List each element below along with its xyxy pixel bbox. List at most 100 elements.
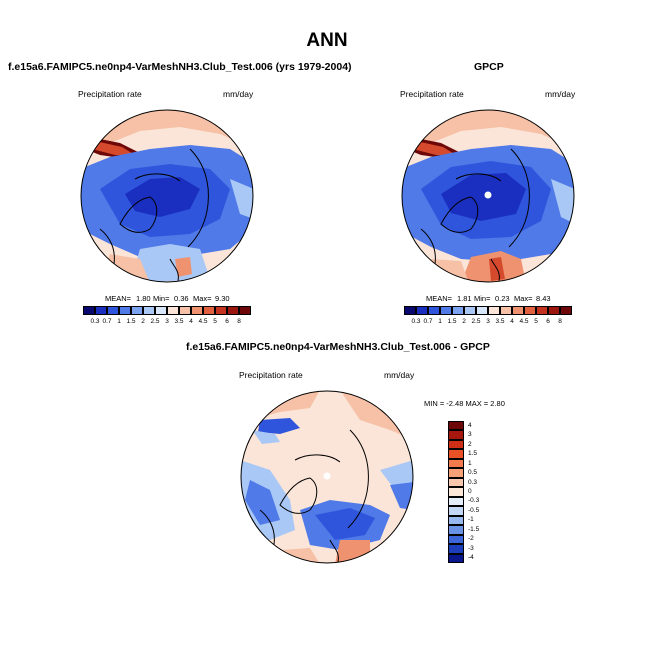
- obs-variable-label: Precipitation rate: [400, 89, 464, 99]
- diff-colorbar-tick-label: -2: [468, 535, 474, 543]
- diff-colorbar-tick-label: 0.5: [468, 469, 478, 477]
- obs-colorbar-tick-label: 2: [462, 318, 466, 325]
- diff-colorbar-tick-label: 0.3: [468, 478, 478, 486]
- model-mean-value: 1.80: [136, 294, 151, 303]
- diff-colorbar-cell: [448, 496, 464, 507]
- obs-colorbar-tick-label: 4.5: [519, 318, 529, 325]
- obs-east-field: [551, 179, 574, 224]
- obs-colorbar: [404, 306, 572, 315]
- diff-colorbar-cell: [448, 506, 464, 516]
- diff-colorbar-cell: [448, 515, 464, 526]
- diff-colorbar-tick-label: 3: [468, 431, 472, 439]
- model-greenland-coast: [119, 196, 158, 233]
- diff-units-label: mm/day: [384, 370, 415, 380]
- obs-panel-title: GPCP: [474, 61, 504, 73]
- obs-max-label: Max=: [514, 294, 533, 303]
- diff-map-border: [240, 390, 414, 564]
- obs-colorbar-ticks: 0.3 0.7 1 1.5 2 2.5 3 3.5 4 4.5 5 6 8: [404, 318, 572, 328]
- obs-colorbar-tick-label: 2.5: [471, 318, 481, 325]
- diff-colorbar-cell: [448, 449, 464, 459]
- model-colorbar-tick-label: 3.5: [174, 318, 184, 325]
- obs-colorbar-cell: [452, 306, 464, 315]
- model-east-field: [230, 179, 253, 219]
- obs-colorbar-cell: [548, 306, 560, 315]
- model-colorbar-cell: [119, 306, 131, 315]
- model-archipelago-coast: [134, 173, 181, 182]
- model-eurasia-coast: [187, 148, 209, 248]
- obs-colorbar-cell: [464, 306, 476, 315]
- diff-colorbar-cell: [448, 421, 464, 431]
- model-polar-map: [80, 109, 254, 283]
- diff-colorbar-cell: [448, 468, 464, 478]
- obs-colorbar-cell: [512, 306, 524, 315]
- model-colorbar-tick-label: 5: [213, 318, 217, 325]
- obs-colorbar-cell: [476, 306, 488, 315]
- obs-colorbar-tick-label: 1.5: [447, 318, 457, 325]
- diff-colorbar-cell: [448, 525, 464, 535]
- obs-colorbar-cell: [416, 306, 428, 315]
- obs-min-label: Min=: [474, 294, 491, 303]
- diff-colorbar-cell: [448, 439, 464, 450]
- model-colorbar-cell: [155, 306, 167, 315]
- obs-colorbar-cell: [440, 306, 452, 315]
- diff-colorbar-tick-label: -1: [468, 516, 474, 524]
- obs-max-value: 8.43: [536, 294, 551, 303]
- model-max-value: 9.30: [215, 294, 230, 303]
- obs-pacific-storm-core: [413, 141, 456, 155]
- model-colorbar-cell: [107, 306, 119, 315]
- model-colorbar-tick-label: 4: [189, 318, 193, 325]
- obs-mean-value: 1.81: [457, 294, 472, 303]
- obs-min-value: 0.23: [495, 294, 510, 303]
- diff-colorbar-cell: [448, 487, 464, 497]
- model-arctic-core: [125, 177, 200, 217]
- diff-colorbar-cell: [448, 430, 464, 440]
- obs-greenland-coast: [440, 196, 479, 233]
- model-gulf-stream: [175, 257, 192, 277]
- diff-colorbar-tick-label: -0.3: [468, 497, 480, 505]
- obs-pole-marker: [484, 191, 492, 199]
- model-colorbar-cell: [143, 306, 155, 315]
- model-colorbar-cell: [239, 306, 251, 315]
- diff-variable-label: Precipitation rate: [239, 370, 303, 380]
- obs-arctic-core: [441, 173, 526, 221]
- model-colorbar-cell: [167, 306, 179, 315]
- diff-colorbar-ticks: 4 3 2 1.5 1 0.5 0.3 0 -0.3 -0.5 -1 -1.5 -2 -3 -4: [468, 421, 498, 563]
- model-colorbar-cell: [83, 306, 95, 315]
- model-mean-label: MEAN=: [105, 294, 132, 303]
- model-max-label: Max=: [193, 294, 212, 303]
- main-title: ANN: [306, 30, 348, 51]
- model-colorbar-ticks: 0.3 0.7 1 1.5 2 2.5 3 3.5 4 4.5 5 6 8: [83, 318, 251, 328]
- model-colorbar-tick-label: 8: [237, 318, 241, 325]
- model-scandinavia-coast: [169, 258, 179, 282]
- model-panel-title: f.e15a6.FAMIPC5.ne0np4-VarMeshNH3.Club_T…: [8, 61, 352, 73]
- model-colorbar-cell: [191, 306, 203, 315]
- model-colorbar-cell: [131, 306, 143, 315]
- diff-canada-coast: [259, 509, 275, 546]
- model-map-border: [80, 109, 254, 283]
- diff-eurasia-coast: [347, 429, 369, 529]
- diff-colorbar-tick-label: -0.5: [468, 506, 480, 514]
- diff-east-core: [390, 482, 413, 510]
- model-colorbar-cell: [215, 306, 227, 315]
- model-units-label: mm/day: [223, 89, 254, 99]
- diff-colorbar-tick-label: 2: [468, 440, 472, 448]
- diff-greenland-coast: [279, 477, 318, 514]
- diff-colorbar-tick-label: -3: [468, 544, 474, 552]
- diff-colorbar-cell: [448, 553, 464, 563]
- diff-pacific-dry-edge: [252, 430, 280, 444]
- model-colorbar-tick-label: 1: [117, 318, 121, 325]
- diff-colorbar: [448, 421, 464, 563]
- obs-canada-coast: [420, 228, 436, 265]
- diff-scandinavia-coast: [329, 539, 339, 563]
- diff-colorbar-tick-label: 4: [468, 421, 472, 429]
- obs-colorbar-cell: [560, 306, 572, 315]
- obs-colorbar-tick-label: 3: [486, 318, 490, 325]
- obs-colorbar-cell: [536, 306, 548, 315]
- model-colorbar-cell: [203, 306, 215, 315]
- obs-colorbar-cell: [524, 306, 536, 315]
- diff-minmax-label: MIN = -2.48 MAX = 2.80: [424, 399, 505, 408]
- diff-colorbar-tick-label: -4: [468, 554, 474, 562]
- model-colorbar-tick-label: 4.5: [198, 318, 208, 325]
- model-colorbar-tick-label: 2.5: [150, 318, 160, 325]
- model-colorbar-tick-label: 0.3: [90, 318, 100, 325]
